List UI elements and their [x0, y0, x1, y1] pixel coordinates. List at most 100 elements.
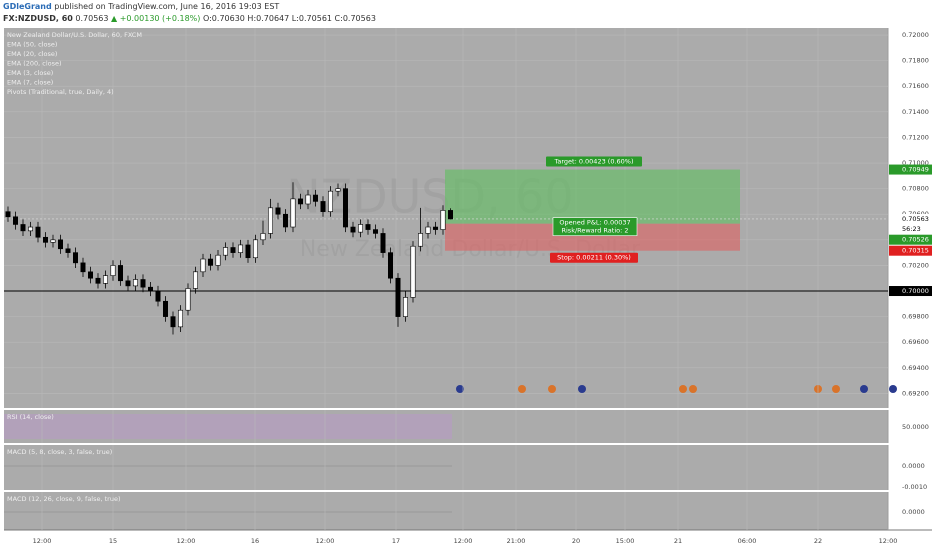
pnl-bg	[552, 217, 638, 236]
x-tick-label: 15:00	[616, 537, 635, 545]
legend-entry: EMA (20, close)	[7, 50, 57, 58]
published: published on TradingView.com, June 16, 2…	[54, 2, 280, 11]
legend-entry: EMA (3, close)	[7, 69, 53, 77]
candle-body	[50, 239, 56, 243]
level-tag-bg	[889, 286, 932, 297]
candle-body	[193, 271, 199, 289]
x-tick-label: 12:00	[879, 537, 898, 545]
countdown-tag: 56:23	[902, 225, 921, 233]
candle-body	[365, 224, 371, 230]
candle-body	[163, 300, 169, 317]
legend-entry: EMA (7, close)	[7, 79, 53, 87]
x-tick-label: 20	[572, 537, 580, 545]
y-tick-label: 0.69800	[902, 313, 929, 321]
candle-body	[185, 288, 191, 311]
candle-body	[118, 265, 124, 282]
x-tick-label: 12:00	[454, 537, 473, 545]
y-tick-label: 0.70200	[902, 261, 929, 269]
stop-label-bg	[550, 252, 638, 263]
pane-title: MACD (5, 8, close, 3, false, true)	[7, 448, 112, 456]
candle-body	[432, 226, 438, 230]
y-tick-label: 0.69600	[902, 338, 929, 346]
candle-body	[357, 224, 363, 233]
legend-entry: EMA (50, close)	[7, 41, 57, 49]
x-tick-label: 21	[674, 537, 682, 545]
candle-body	[245, 244, 251, 259]
candle-body	[290, 198, 296, 228]
candle-body	[395, 277, 401, 317]
x-tick-label: 12:00	[316, 537, 335, 545]
candle-body	[35, 226, 41, 238]
candle-body	[208, 258, 214, 266]
candle-body	[178, 309, 184, 328]
candle-body	[223, 247, 229, 256]
author[interactable]: GDleGrand	[3, 2, 52, 11]
y-tick-label: 0.70800	[902, 185, 929, 193]
candle-body	[13, 216, 19, 225]
candle-body	[125, 280, 131, 287]
x-tick-label: 06:00	[738, 537, 757, 545]
pane-tick-label: 50.0000	[902, 423, 929, 431]
event-icon[interactable]	[889, 385, 897, 393]
candle-body	[380, 233, 386, 253]
candle-body	[238, 244, 244, 253]
candle-body	[275, 207, 281, 215]
candle-body	[103, 275, 109, 284]
event-icon[interactable]	[578, 385, 586, 393]
candle-body	[387, 252, 393, 279]
macd2-pane	[4, 492, 888, 530]
legend-entry: New Zealand Dollar/U.S. Dollar, 60, FXCM	[7, 31, 142, 39]
candle-body	[80, 262, 86, 273]
candle-body	[73, 252, 79, 264]
entry-tag: 0.70526	[902, 236, 929, 244]
candle-body	[230, 247, 236, 253]
pane-title: MACD (12, 26, close, 9, false, true)	[7, 495, 121, 503]
event-icon[interactable]	[679, 385, 687, 393]
candle-body	[65, 248, 71, 253]
x-tick-label: 17	[392, 537, 400, 545]
candle-body	[260, 233, 266, 241]
event-icon[interactable]	[518, 385, 526, 393]
event-icon[interactable]	[456, 385, 464, 393]
y-tick-label: 0.72000	[902, 31, 929, 39]
macd-pane	[4, 445, 888, 490]
candle-body	[155, 290, 161, 302]
pane-tick-label: -0.0010	[902, 483, 927, 491]
price-tag: 0.70563	[902, 215, 929, 223]
last: 0.70563	[75, 14, 109, 23]
countdown-tag-bg	[889, 223, 932, 234]
candle-body	[57, 239, 63, 250]
event-icon[interactable]	[689, 385, 697, 393]
change: +0.00130 (+0.18%)	[119, 14, 201, 23]
candle-body	[410, 245, 416, 298]
y-tick-label: 0.71600	[902, 82, 929, 90]
event-icon[interactable]	[548, 385, 556, 393]
candle-body	[20, 224, 26, 232]
x-tick-label: 16	[251, 537, 259, 545]
quote-line: FX:NZDUSD, 60 0.70563 ▲ +0.00130 (+0.18%…	[3, 13, 376, 25]
y-tick-label: 0.71000	[902, 159, 929, 167]
ohlc: O:0.70630 H:0.70647 L:0.70561 C:0.70563	[202, 14, 376, 23]
candle-body	[342, 188, 348, 228]
target-tag: 0.70949	[902, 166, 929, 174]
candle-body	[425, 226, 431, 234]
pane-title: RSI (14, close)	[7, 413, 54, 421]
event-icon[interactable]	[832, 385, 840, 393]
event-icon[interactable]	[860, 385, 868, 393]
candle-body	[5, 211, 11, 218]
y-tick-label: 0.71800	[902, 57, 929, 65]
candle-body	[327, 190, 333, 212]
candle-body	[312, 194, 318, 202]
entry-tag-bg	[889, 234, 932, 245]
candle-body	[282, 213, 288, 228]
y-tick-label: 0.69200	[902, 389, 929, 397]
candle-body	[447, 210, 453, 220]
x-tick-label: 15	[109, 537, 117, 545]
target-tag-bg	[889, 164, 932, 175]
stop-tag: 0.70315	[902, 247, 929, 255]
y-tick-label: 0.71400	[902, 108, 929, 116]
target-label-bg	[546, 156, 642, 167]
candle-body	[42, 236, 48, 243]
